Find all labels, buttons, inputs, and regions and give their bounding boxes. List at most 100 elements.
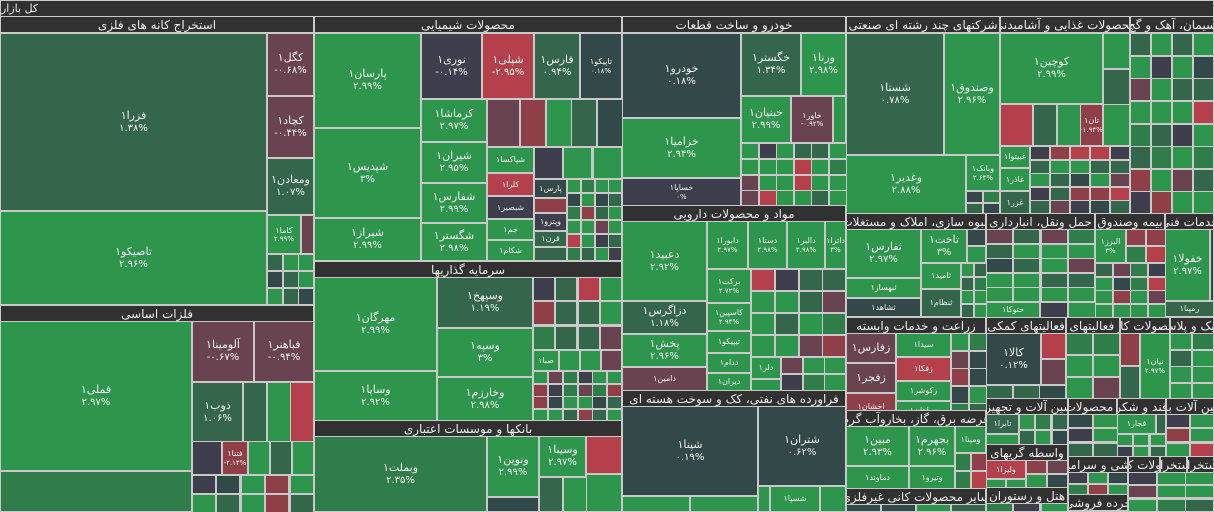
stock-tile[interactable]: تیپیکو۱: [707, 331, 751, 353]
stock-tile[interactable]: آلومینا۱ -۰.۶۷%: [192, 321, 254, 382]
stock-tile-unlabeled[interactable]: [1090, 200, 1110, 214]
stock-tile-unlabeled[interactable]: [192, 475, 216, 494]
stock-tile-unlabeled[interactable]: [751, 291, 775, 313]
stock-tile-unlabeled[interactable]: [1157, 472, 1186, 485]
stock-tile-unlabeled[interactable]: [969, 386, 987, 404]
stock-tile-unlabeled[interactable]: [969, 333, 987, 351]
stock-tile-unlabeled[interactable]: [298, 254, 314, 271]
stock-tile-unlabeled[interactable]: [1090, 146, 1110, 160]
stock-tile-unlabeled[interactable]: [1157, 485, 1186, 498]
stock-tile-unlabeled[interactable]: [799, 291, 823, 313]
stock-tile[interactable]: تان۱ -۱.۹۴%: [1080, 104, 1103, 146]
stock-tile[interactable]: فتنا۱ -۲.۱۴%: [222, 441, 248, 475]
stock-tile-unlabeled[interactable]: [283, 254, 299, 271]
stock-tile-unlabeled[interactable]: [1070, 160, 1090, 174]
stock-tile-unlabeled[interactable]: [799, 335, 823, 357]
stock-tile-unlabeled[interactable]: [1041, 229, 1068, 244]
stock-tile[interactable]: دعبید۱ ۲.۹۲%: [622, 221, 707, 301]
stock-tile-unlabeled[interactable]: [1193, 56, 1214, 79]
stock-tile-unlabeled[interactable]: [1030, 173, 1050, 187]
stock-tile-unlabeled[interactable]: [270, 441, 292, 475]
stock-tile-unlabeled[interactable]: [1185, 472, 1214, 485]
stock-tile-unlabeled[interactable]: [1128, 472, 1157, 485]
stock-tile-unlabeled[interactable]: [1210, 229, 1214, 301]
stock-tile-unlabeled[interactable]: [1066, 355, 1093, 377]
stock-tile-unlabeled[interactable]: [1151, 169, 1172, 192]
stock-tile-unlabeled[interactable]: [1093, 443, 1118, 457]
stock-tile-unlabeled[interactable]: [799, 269, 823, 291]
sector-header-tiles-ceramic[interactable]: کاشی و سرامیک: [1068, 456, 1128, 473]
stock-tile-unlabeled[interactable]: [961, 304, 974, 318]
stock-tile-unlabeled[interactable]: [1095, 263, 1113, 277]
stock-tile-unlabeled[interactable]: [487, 99, 520, 147]
stock-tile-unlabeled[interactable]: [986, 385, 1013, 399]
stock-tile-unlabeled[interactable]: [758, 486, 770, 512]
stock-tile-unlabeled[interactable]: [578, 277, 600, 301]
stock-tile[interactable]: کاما۱ ۲.۹۹%: [267, 215, 301, 254]
stock-tile-unlabeled[interactable]: [1000, 104, 1033, 146]
stock-tile-unlabeled[interactable]: [1130, 78, 1151, 101]
stock-tile-unlabeled[interactable]: [563, 371, 578, 384]
stock-tile-unlabeled[interactable]: [1041, 258, 1068, 273]
stock-tile-unlabeled[interactable]: [781, 357, 803, 374]
stock-tile[interactable]: وسپه۱ ۳%: [437, 328, 533, 377]
stock-tile-unlabeled[interactable]: [595, 193, 609, 207]
stock-tile[interactable]: زفکا۱: [896, 357, 951, 381]
stock-tile-unlabeled[interactable]: [265, 475, 289, 494]
stock-tile-unlabeled[interactable]: [951, 368, 969, 386]
stock-tile-unlabeled[interactable]: [1146, 246, 1166, 263]
stock-tile[interactable]: دستا۱ ۲.۹۸%: [748, 221, 787, 269]
stock-tile-unlabeled[interactable]: [559, 350, 580, 371]
stock-tile[interactable]: قجار۱: [1117, 414, 1156, 434]
stock-tile-unlabeled[interactable]: [955, 471, 971, 489]
stock-tile-unlabeled[interactable]: [1013, 258, 1040, 273]
stock-tile[interactable]: تاصیکو۱ ۲.۹۶%: [0, 211, 267, 305]
stock-tile[interactable]: کلرا۱: [487, 173, 534, 196]
stock-tile-unlabeled[interactable]: [1050, 187, 1070, 201]
stock-tile[interactable]: زفارس۱: [846, 333, 896, 363]
stock-tile-unlabeled[interactable]: [1170, 333, 1192, 350]
stock-tile[interactable]: نیان۱ ۲.۹۷%: [1140, 333, 1170, 399]
stock-tile-unlabeled[interactable]: [534, 147, 563, 179]
stock-tile-unlabeled[interactable]: [1193, 124, 1214, 147]
stock-tile[interactable]: زفجر۱: [846, 363, 896, 393]
stock-tile-unlabeled[interactable]: [1166, 428, 1190, 442]
stock-tile-unlabeled[interactable]: [1172, 78, 1193, 101]
stock-tile-unlabeled[interactable]: [971, 471, 987, 489]
stock-tile-unlabeled[interactable]: [1090, 160, 1110, 174]
stock-tile[interactable]: دابورا۱ ۲.۹۷%: [707, 221, 748, 269]
stock-tile-unlabeled[interactable]: [811, 175, 829, 191]
stock-tile[interactable]: سیدا۱: [896, 333, 951, 357]
stock-tile[interactable]: رمپنا۱: [1165, 301, 1214, 317]
stock-tile-unlabeled[interactable]: [1110, 173, 1130, 187]
stock-tile[interactable]: وبانک۱ ۲.۶۴%: [966, 155, 1000, 191]
stock-tile-unlabeled[interactable]: [751, 335, 775, 357]
stock-tile-unlabeled[interactable]: [1068, 428, 1093, 442]
stock-tile-unlabeled[interactable]: [1172, 169, 1193, 192]
sector-header-cement[interactable]: سیمان، آهک و گچ: [1130, 16, 1214, 33]
stock-tile-unlabeled[interactable]: [283, 271, 299, 288]
stock-tile-unlabeled[interactable]: [581, 220, 595, 234]
stock-tile-unlabeled[interactable]: [1113, 277, 1131, 291]
stock-tile-unlabeled[interactable]: [1192, 366, 1214, 383]
stock-tile-unlabeled[interactable]: [581, 247, 595, 261]
stock-tile-unlabeled[interactable]: [1190, 428, 1214, 442]
stock-tile-unlabeled[interactable]: [1088, 472, 1108, 484]
stock-tile-unlabeled[interactable]: [1193, 78, 1214, 101]
stock-tile-unlabeled[interactable]: [1126, 246, 1146, 263]
stock-tile-unlabeled[interactable]: [290, 494, 314, 512]
stock-tile-unlabeled[interactable]: [1172, 146, 1193, 169]
stock-tile-unlabeled[interactable]: [597, 99, 623, 147]
stock-tile-unlabeled[interactable]: [811, 159, 829, 175]
stock-tile-unlabeled[interactable]: [1151, 124, 1172, 147]
stock-tile-unlabeled[interactable]: [1041, 503, 1068, 512]
stock-tile-unlabeled[interactable]: [1151, 33, 1172, 56]
stock-tile-unlabeled[interactable]: [563, 396, 578, 409]
sector-header-hotel[interactable]: هتل و رستوران: [986, 487, 1068, 504]
stock-tile-unlabeled[interactable]: [759, 143, 777, 159]
stock-tile-unlabeled[interactable]: [593, 147, 622, 179]
stock-tile-unlabeled[interactable]: [298, 288, 314, 305]
stock-tile-unlabeled[interactable]: [608, 179, 622, 193]
stock-tile-unlabeled[interactable]: [1090, 173, 1110, 187]
stock-tile[interactable]: ثامید۱: [921, 263, 961, 289]
